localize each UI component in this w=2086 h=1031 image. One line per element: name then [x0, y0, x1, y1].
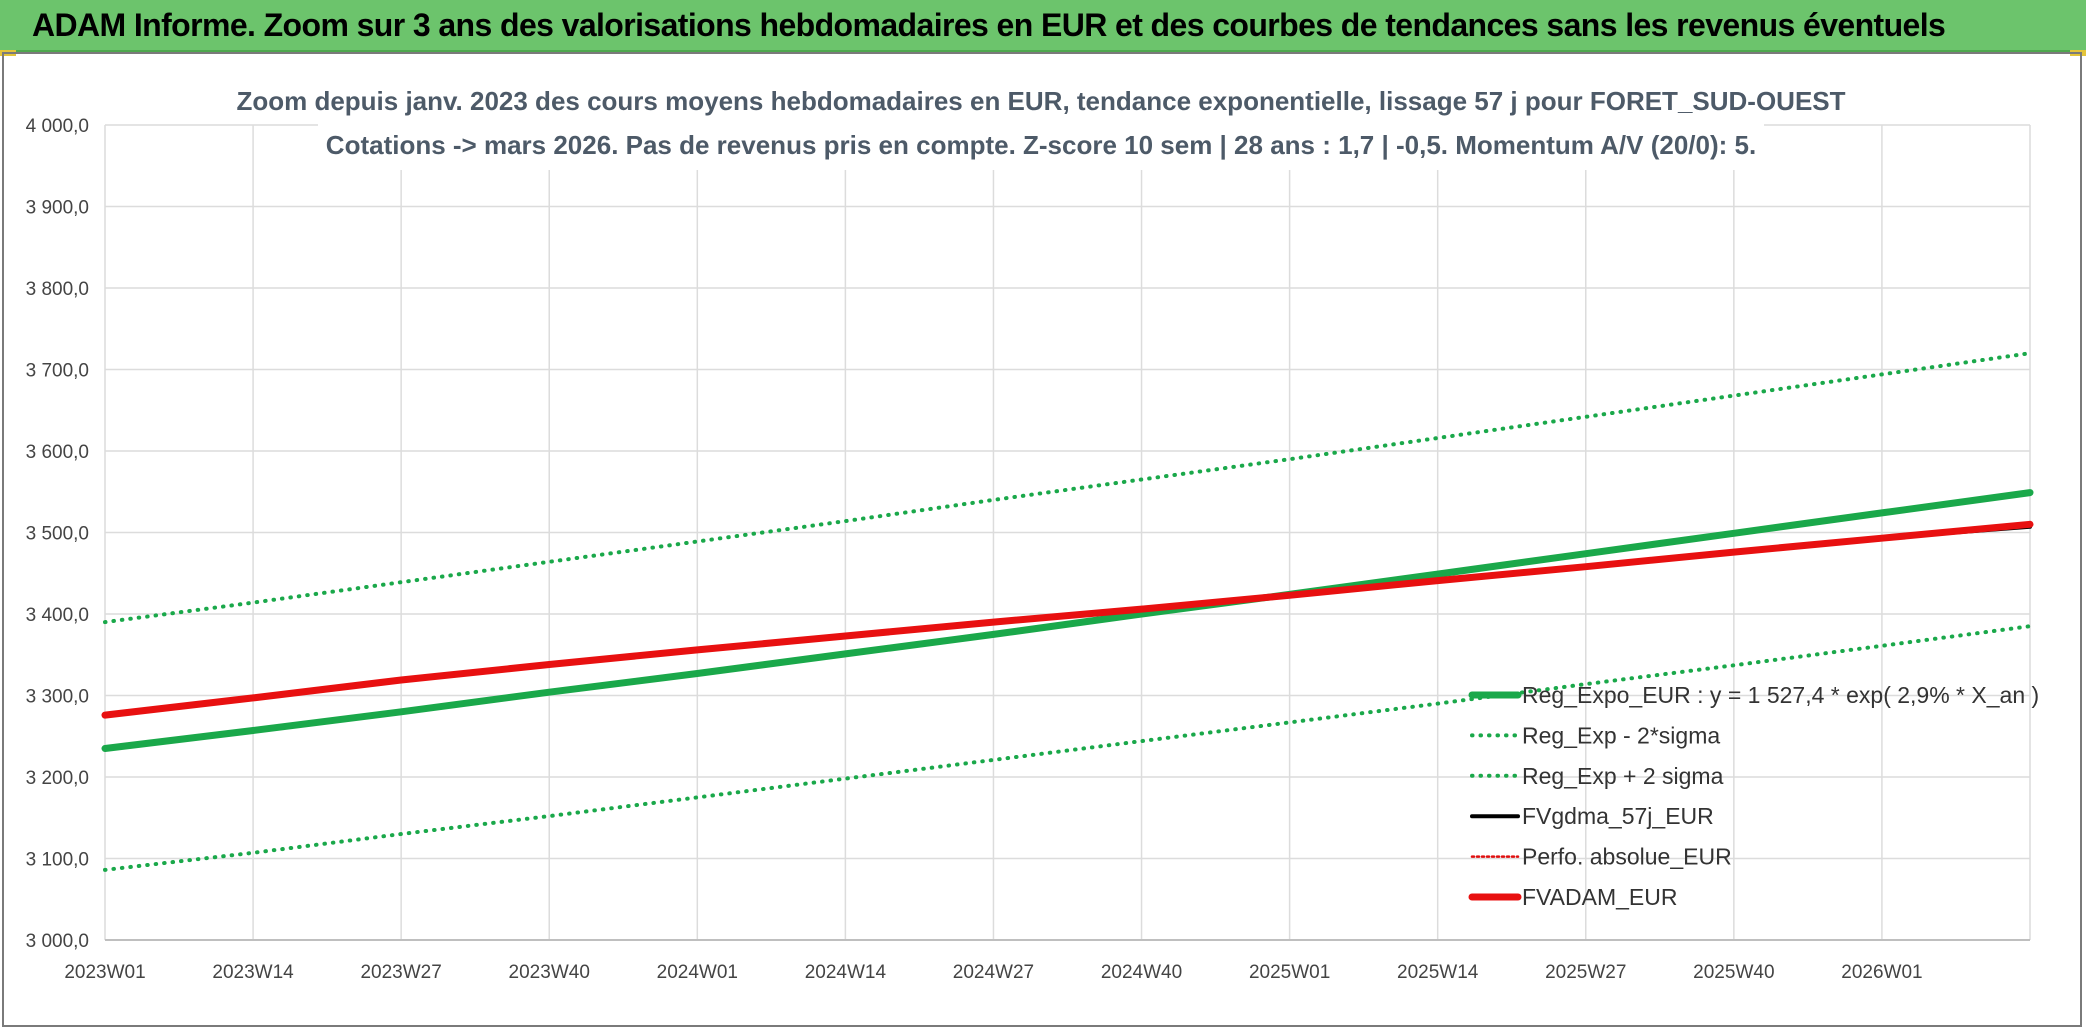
series-line: [103, 624, 2032, 872]
chart-frame: [2, 52, 2082, 1027]
y-tick-label: 3 300,0: [26, 687, 89, 708]
y-tick-label: 3 400,0: [26, 605, 89, 626]
legend-label: Reg_Exp + 2 sigma: [1522, 763, 1724, 789]
legend-label: Reg_Exp - 2*sigma: [1522, 722, 1720, 748]
x-tick-label: 2024W40: [1101, 962, 1182, 983]
legend-label: Reg_Expo_EUR : y = 1 527,4 * exp( 2,9% *…: [1522, 682, 2039, 708]
x-tick-label: 2024W01: [657, 962, 738, 983]
y-tick-label: 3 200,0: [26, 768, 89, 789]
series-layer: [101, 351, 2034, 872]
chart-title-block: Zoom depuis janv. 2023 des cours moyens …: [236, 80, 1846, 170]
y-tick-label: 4 000,0: [26, 116, 89, 137]
y-tick-label: 3 700,0: [26, 361, 89, 382]
x-tick-label: 2025W27: [1545, 962, 1626, 983]
x-tick-label: 2024W27: [953, 962, 1034, 983]
x-tick-label: 2025W14: [1397, 962, 1479, 983]
y-tick-label: 3 900,0: [26, 198, 89, 219]
legend-label: FVADAM_EUR: [1522, 884, 1678, 910]
report-banner: ADAM Informe. Zoom sur 3 ans des valoris…: [0, 0, 2086, 52]
x-tick-label: 2024W14: [805, 962, 887, 983]
legend-label: FVgdma_57j_EUR: [1522, 803, 1714, 829]
y-tick-label: 3 800,0: [26, 279, 89, 300]
series-line: [101, 520, 2034, 719]
legend-label: Perfo. absolue_EUR: [1522, 844, 1732, 870]
grid-layer: 3 000,0 3 100,0 3 200,0 3 300,0 3 400,0 3 500…: [26, 116, 2031, 983]
y-tick-label: 3 500,0: [26, 524, 89, 545]
x-tick-label: 2025W40: [1693, 962, 1774, 983]
series-line: [103, 351, 2032, 625]
x-tick-label: 2023W27: [360, 962, 441, 983]
title-background: [318, 80, 1764, 170]
x-tick-label: 2026W01: [1841, 962, 1922, 983]
x-tick-label: 2023W14: [212, 962, 294, 983]
series-line: [101, 489, 2034, 752]
x-tick-label: 2025W01: [1249, 962, 1330, 983]
legend: Reg_Expo_EUR : y = 1 527,4 * exp( 2,9% *…: [1468, 682, 2039, 910]
y-tick-label: 3 100,0: [26, 850, 89, 871]
chart-title-line2: Cotations -> mars 2026. Pas de revenus p…: [326, 130, 1756, 160]
y-tick-label: 3 000,0: [26, 931, 89, 952]
y-tick-label: 3 600,0: [26, 442, 89, 463]
x-tick-label: 2023W01: [64, 962, 145, 983]
x-tick-label: 2023W40: [509, 962, 590, 983]
report-title: ADAM Informe. Zoom sur 3 ans des valoris…: [32, 7, 1946, 43]
chart-title-line1: Zoom depuis janv. 2023 des cours moyens …: [236, 86, 1845, 116]
